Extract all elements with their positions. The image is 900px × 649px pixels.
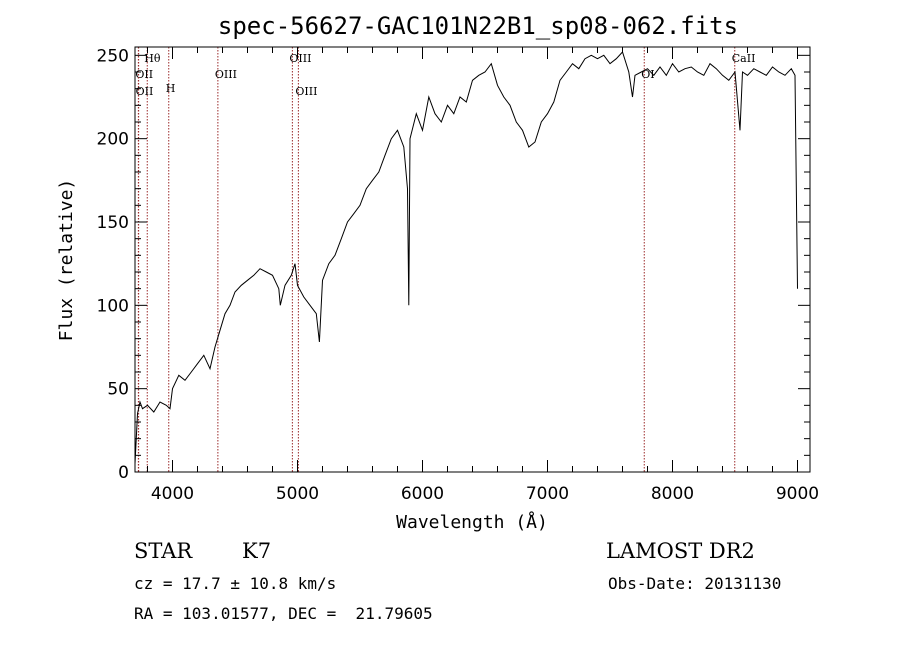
y-tick-label: 100 xyxy=(97,296,129,316)
chart-title: spec-56627-GAC101N22B1_sp08-062.fits xyxy=(218,12,738,40)
x-tick-label: 4000 xyxy=(151,484,194,504)
y-tick-label: 200 xyxy=(97,130,129,150)
spectral-line-label: OI xyxy=(641,68,654,81)
spectral-line-label: OIII xyxy=(289,52,311,65)
object-subclass: K7 xyxy=(242,539,272,563)
spectral-line-label: OII xyxy=(135,68,153,81)
obs-date-label: Obs-Date: 20131130 xyxy=(608,574,782,593)
spectral-line-label: CaII xyxy=(732,52,756,65)
redshift-label: cz = 17.7 ± 10.8 km/s xyxy=(134,574,337,593)
spectral-line-label: OIII xyxy=(215,68,237,81)
spectral-line-label: OII xyxy=(136,85,154,98)
x-axis-title: Wavelength (Å) xyxy=(396,511,548,533)
y-tick-label: 250 xyxy=(97,46,129,66)
spectral-line-label: H xyxy=(166,82,176,95)
spectral-line-label: OIII xyxy=(295,85,317,98)
y-tick-label: 50 xyxy=(107,380,129,400)
axis-ticks-layer: 4000 5000 6000 7000 8000 9000 0 50 100 150 200 250 xyxy=(97,46,820,504)
plot-frame xyxy=(134,46,811,473)
spectral-lines-layer: Hθ OII OII H OIII OIII OIII OI CaII xyxy=(135,47,755,472)
survey-label: LAMOST DR2 xyxy=(606,539,755,563)
y-tick-label: 150 xyxy=(97,213,129,233)
y-axis-title: Flux (relative) xyxy=(56,179,77,342)
x-tick-label: 8000 xyxy=(651,484,694,504)
x-tick-label: 9000 xyxy=(776,484,819,504)
x-tick-label: 6000 xyxy=(401,484,444,504)
coords-label: RA = 103.01577, DEC = 21.79605 xyxy=(134,604,433,623)
spectral-line-label: Hθ xyxy=(144,52,161,65)
spectrum-line xyxy=(134,51,798,464)
x-tick-label: 7000 xyxy=(526,484,569,504)
y-tick-label: 0 xyxy=(118,463,129,483)
x-tick-label: 5000 xyxy=(276,484,319,504)
object-class: STAR xyxy=(134,539,193,563)
